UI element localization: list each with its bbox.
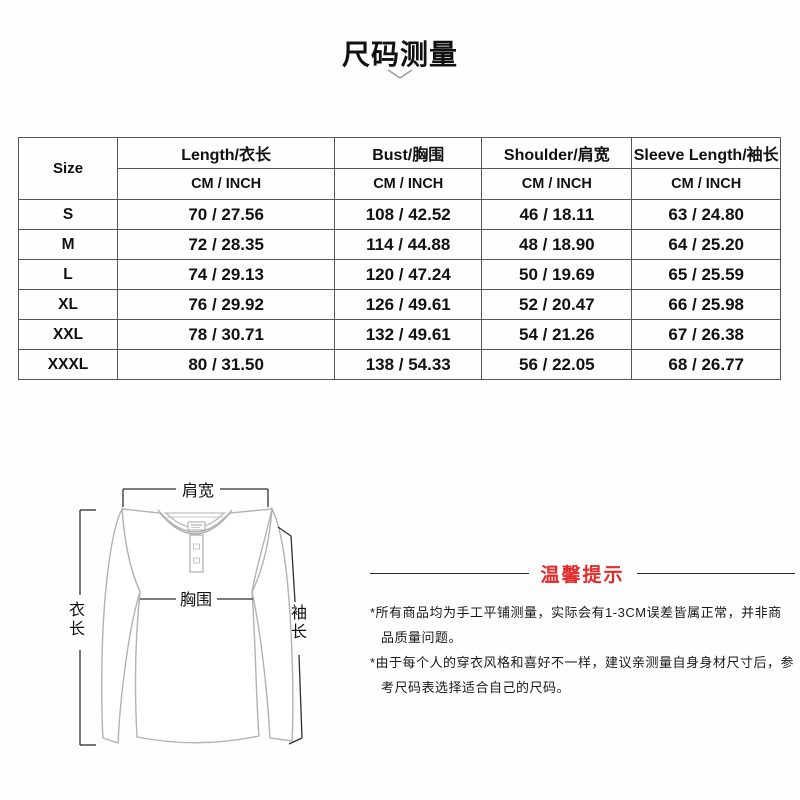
size-cell: M (17, 229, 119, 260)
shoulder-cell: 48 / 18.90 (481, 229, 633, 260)
length-cell: 80 / 31.50 (117, 349, 336, 380)
size-cell: L (17, 259, 119, 290)
shirt-collar (157, 509, 233, 533)
bust-cell: 120 / 47.24 (334, 259, 483, 290)
sleeve-cell: 63 / 24.80 (631, 199, 781, 230)
shoulder-cell: 52 / 20.47 (481, 289, 633, 320)
unit-label: CM / INCH (631, 168, 781, 200)
bust-cell: 138 / 54.33 (334, 349, 483, 380)
unit-label: CM / INCH (481, 168, 633, 200)
col-header-shoulder: Shoulder/肩宽 (481, 137, 633, 169)
bust-cell: 126 / 49.61 (334, 289, 483, 320)
size-cell: S (17, 199, 119, 230)
sleeve-cell: 68 / 26.77 (631, 349, 781, 380)
length-cell: 78 / 30.71 (117, 319, 336, 350)
shoulder-cell: 54 / 21.26 (481, 319, 633, 350)
bust-label: 胸围 (180, 591, 212, 609)
size-cell: XL (17, 289, 119, 320)
col-header-sleeve: Sleeve Length/袖长 (631, 137, 781, 169)
size-cell: XXL (17, 319, 119, 350)
col-header-bust: Bust/胸围 (334, 137, 483, 169)
table-row: M 72 / 28.35 114 / 44.88 48 / 18.90 64 /… (17, 229, 781, 260)
bust-cell: 114 / 44.88 (334, 229, 483, 260)
tips-title: 温馨提示 (540, 565, 625, 586)
table-row: XXL 78 / 30.71 132 / 49.61 54 / 21.26 67… (17, 319, 781, 350)
sleeve-measure-line (277, 526, 303, 745)
page-title: 尺码测量 (341, 39, 458, 70)
tips-divider-left (370, 573, 529, 574)
sleeve-label: 袖长 (288, 604, 305, 642)
page-header: 尺码测量 (0, 33, 800, 73)
sleeve-cell: 67 / 26.38 (631, 319, 781, 350)
table-row: XL 76 / 29.92 126 / 49.61 52 / 20.47 66 … (17, 289, 781, 320)
length-cell: 74 / 29.13 (117, 259, 336, 290)
size-cell: XXXL (17, 349, 119, 380)
table-row: XXXL 80 / 31.50 138 / 54.33 56 / 22.05 6… (17, 349, 781, 380)
shoulder-cell: 56 / 22.05 (481, 349, 633, 380)
shoulder-cell: 50 / 19.69 (481, 259, 633, 290)
tips-header: 温馨提示 (370, 560, 796, 587)
table-header-row: Size Length/衣长 Bust/胸围 Shoulder/肩宽 Sleev… (17, 137, 781, 200)
tips-divider-right (636, 573, 796, 574)
length-cell: 76 / 29.92 (117, 289, 336, 320)
button-placket (189, 534, 204, 573)
table-row: S 70 / 27.56 108 / 42.52 46 / 18.11 63 /… (17, 199, 781, 230)
tips-notes: *所有商品均为手工平铺测量，实际会有1-3CM误差皆属正常，并非商品质量问题。 … (370, 600, 795, 700)
col-header-length: Length/衣长 (117, 137, 336, 169)
size-table-section: Size Length/衣长 Bust/胸围 Shoulder/肩宽 Sleev… (17, 137, 781, 380)
table-unit-row: CM / INCH CM / INCH CM / INCH CM / INCH (19, 168, 781, 200)
chevron-down-icon (387, 69, 413, 79)
sleeve-cell: 64 / 25.20 (631, 229, 781, 260)
bust-cell: 108 / 42.52 (334, 199, 483, 230)
shirt-left-sleeve (101, 506, 141, 744)
shirt-right-sleeve (251, 506, 294, 742)
tips-note: *由于每个人的穿衣风格和喜好不一样，建议亲测量自身身材尺寸后，参考尺码表选择适合… (370, 655, 795, 695)
warm-tips-section: 温馨提示 *所有商品均为手工平铺测量，实际会有1-3CM误差皆属正常，并非商品质… (370, 560, 796, 700)
length-cell: 72 / 28.35 (117, 229, 336, 260)
table-row: L 74 / 29.13 120 / 47.24 50 / 19.69 65 /… (17, 259, 781, 290)
button (193, 557, 200, 564)
sleeve-cell: 65 / 25.59 (631, 259, 781, 290)
shirt-measure-diagram: 肩宽 胸围 (79, 482, 303, 746)
button (193, 543, 200, 550)
shoulder-measure-line (122, 488, 269, 507)
shirt-body (121, 508, 273, 744)
col-header-size: Size (17, 137, 119, 200)
length-cell: 70 / 27.56 (117, 199, 336, 230)
length-label: 衣长 (66, 601, 83, 639)
tips-note: *所有商品均为手工平铺测量，实际会有1-3CM误差皆属正常，并非商品质量问题。 (370, 605, 782, 645)
unit-label: CM / INCH (117, 168, 336, 200)
shoulder-cell: 46 / 18.11 (481, 199, 633, 230)
bust-cell: 132 / 49.61 (334, 319, 483, 350)
neck-label-tag (187, 521, 206, 531)
length-measure-line (79, 509, 96, 746)
sleeve-cell: 66 / 25.98 (631, 289, 781, 320)
unit-label: CM / INCH (334, 168, 483, 200)
size-table: Size Length/衣长 Bust/胸围 Shoulder/肩宽 Sleev… (17, 137, 781, 380)
shoulder-label: 肩宽 (182, 482, 214, 500)
